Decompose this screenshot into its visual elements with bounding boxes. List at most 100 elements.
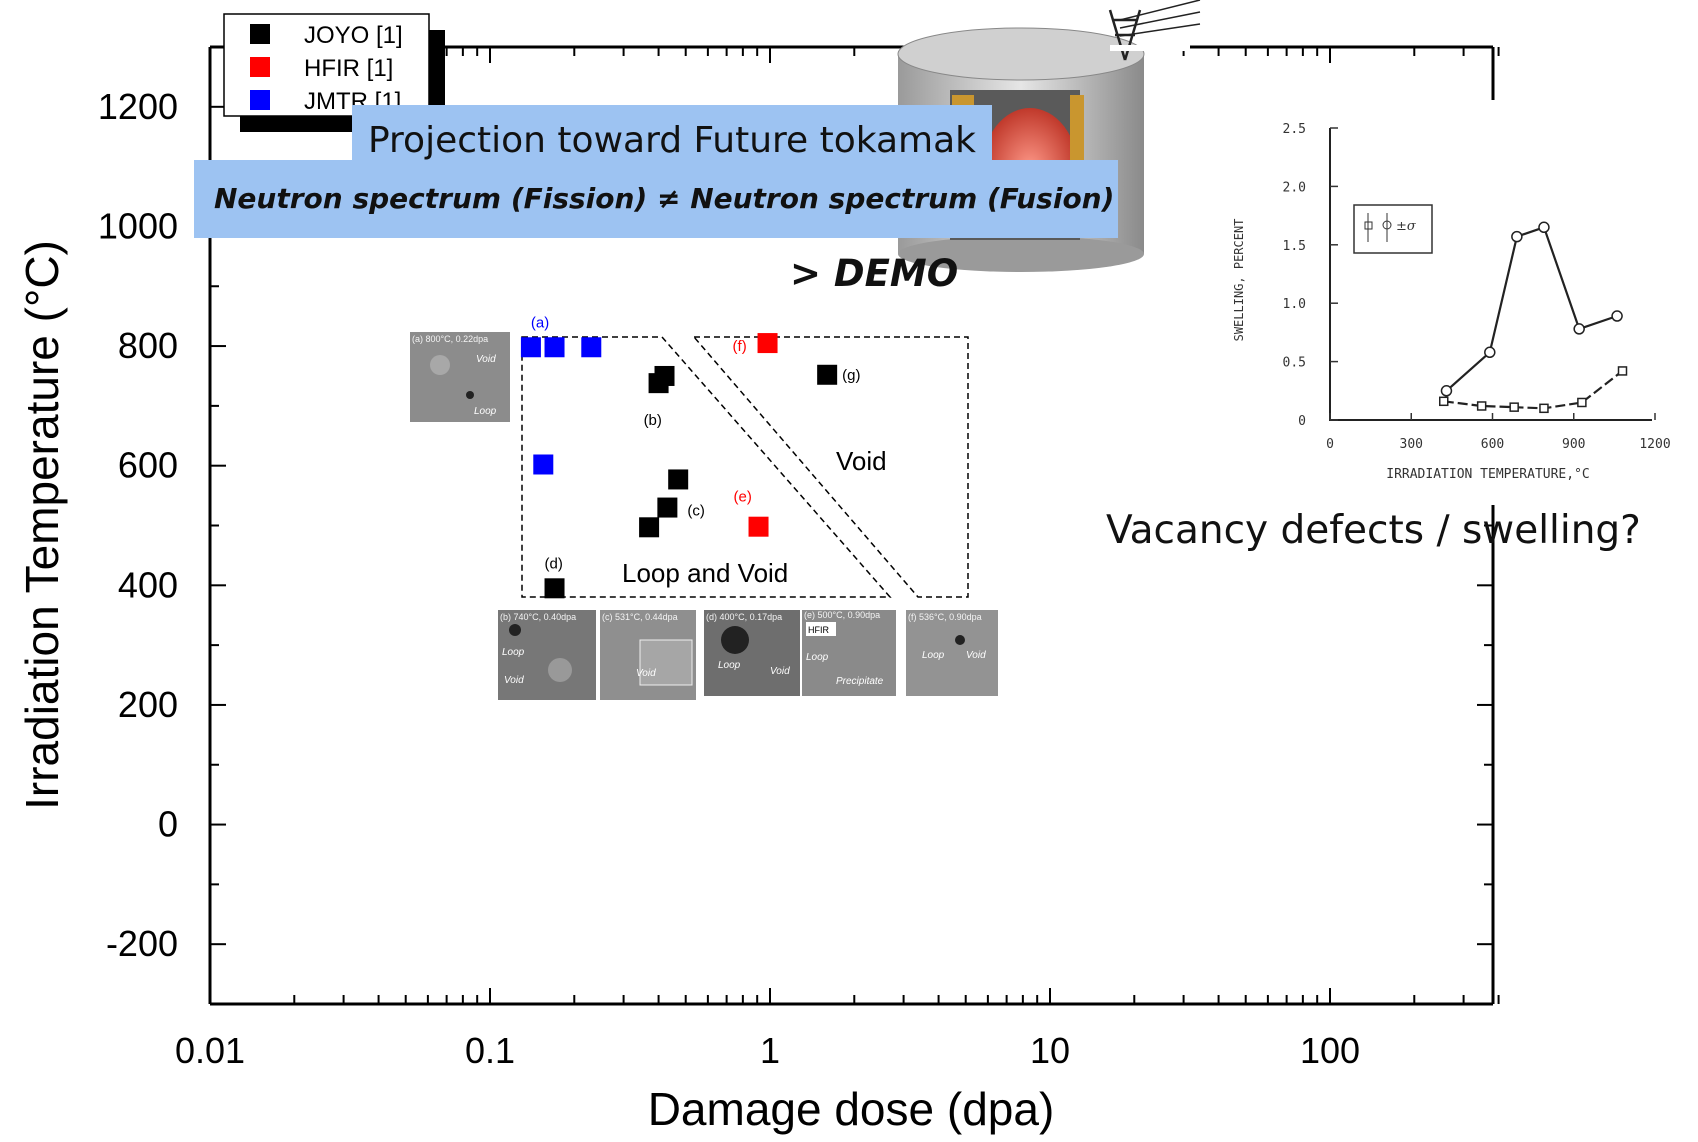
point-label: (b) [644, 412, 662, 429]
micrograph-c-caption: (c) 531°C, 0.44dpa [602, 612, 678, 622]
data-point [544, 578, 565, 599]
inset-y-label: SWELLING, PERCENT [1232, 219, 1246, 342]
data-point [654, 365, 675, 386]
x-tick-label: 10 [1030, 1030, 1070, 1071]
region-label-loop-and-void: Loop and Void [622, 558, 788, 588]
point-label: (c) [687, 503, 705, 520]
data-point [533, 454, 554, 475]
micrograph-e: HFIR (e) 500°C, 0.90dpa Loop Precipitate [802, 610, 896, 696]
data-point [657, 497, 678, 518]
micrograph-d-label-void: Void [770, 666, 790, 677]
inset-x-tick-label: 0 [1326, 437, 1334, 452]
data-point [520, 337, 541, 358]
micrograph-d-label-loop: Loop [718, 660, 741, 671]
inset-point-square [1577, 397, 1587, 408]
inset-y-tick-label: 1.0 [1283, 297, 1306, 312]
inset-series-line [1443, 370, 1624, 410]
inset-series-line [1445, 226, 1618, 392]
micrograph-e-caption: (e) 500°C, 0.90dpa [804, 610, 880, 620]
inset-x-tick-label: 600 [1481, 437, 1504, 452]
point-label: (f) [733, 338, 747, 355]
micrograph-a-label-void: Void [476, 354, 496, 365]
y-tick-label: 400 [118, 564, 178, 605]
legend-label: HFIR [1] [304, 55, 393, 82]
legend-label: JOYO [1] [304, 22, 403, 49]
micrograph-b: (b) 740°C, 0.40dpa Loop Void [498, 610, 596, 700]
data-points [520, 333, 838, 599]
inset-point-square [1439, 396, 1449, 407]
data-point [748, 516, 769, 537]
inset-y-tick-label: 2.5 [1283, 122, 1306, 137]
neutron-spectrum-banner: Neutron spectrum (Fission) ≠ Neutron spe… [194, 160, 1118, 238]
region-loop-and-void [521, 336, 892, 598]
data-point [639, 517, 660, 538]
inset-x-tick-label: 900 [1562, 437, 1585, 452]
y-tick-label: 600 [118, 445, 178, 486]
micrograph-b-caption: (b) 740°C, 0.40dpa [500, 612, 576, 622]
point-label: (g) [842, 367, 860, 384]
y-tick-label: 800 [118, 325, 178, 366]
point-label: (d) [545, 555, 563, 572]
inset-y-tick-label: 1.5 [1283, 239, 1306, 254]
dashed-regions [521, 336, 969, 598]
micrograph-a-label-loop: Loop [474, 406, 497, 417]
inset-y-tick-label: 0 [1298, 414, 1306, 429]
axis-tick-labels: 0.01 0.1 1 10 100 -200 0 200 400 600 800 1000 1200 [98, 86, 1360, 1071]
vacancy-question: Vacancy defects / swelling? [1106, 508, 1641, 553]
y-tick-label: 1200 [98, 86, 178, 127]
micrograph-f-label-void: Void [966, 650, 986, 661]
inset-point-circle [1440, 385, 1453, 397]
inset-x-label: IRRADIATION TEMPERATURE,°C [1386, 467, 1590, 482]
x-tick-label: 0.1 [465, 1030, 515, 1071]
inset-legend: ±σ [1353, 204, 1433, 254]
micrograph-e-label-hfir: HFIR [808, 625, 829, 635]
data-point [544, 337, 565, 358]
micrograph-d-caption: (d) 400°C, 0.17dpa [706, 612, 782, 622]
inset-legend-text: ±σ [1396, 219, 1417, 234]
micrograph-a-caption: (a) 800°C, 0.22dpa [412, 334, 488, 344]
demo-label: > DEMO [790, 252, 959, 295]
legend-marker [250, 90, 270, 110]
point-labels: (a) (b) (c) (d) (e) (f) (g) [531, 314, 861, 572]
legend-marker [250, 24, 270, 44]
inset-y-tick-label: 2.0 [1283, 180, 1306, 195]
y-tick-label: 1000 [98, 205, 178, 246]
x-tick-label: 1 [760, 1030, 780, 1071]
y-tick-label: 200 [118, 684, 178, 725]
y-axis-label: Irradiation Temperature (°C) [16, 240, 68, 810]
x-tick-label: 100 [1300, 1030, 1360, 1071]
point-label: (e) [734, 489, 752, 506]
micrograph-b-label-void: Void [504, 675, 524, 686]
data-point [668, 469, 689, 490]
inset-point-square [1539, 403, 1549, 414]
legend-marker [250, 57, 270, 77]
x-axis-label: Damage dose (dpa) [648, 1083, 1055, 1135]
micrograph-e-label-precipitate: Precipitate [836, 676, 884, 687]
data-point [817, 364, 838, 385]
micrograph-c: (c) 531°C, 0.44dpa Void [600, 610, 696, 700]
point-label: (a) [531, 314, 549, 331]
inset-chart: 0 0.5 1.0 1.5 2.0 2.5 0 300 600 900 1200 IRRADIATI… [1232, 100, 1688, 505]
inset-x-tick-label: 300 [1400, 437, 1423, 452]
inset-point-circle [1611, 310, 1623, 322]
inset-point-square [1476, 401, 1487, 411]
region-label-void: Void [836, 446, 887, 476]
region-void [692, 336, 969, 598]
y-tick-label: -200 [106, 923, 178, 964]
micrograph-f-label-loop: Loop [922, 650, 945, 661]
micrograph-b-label-loop: Loop [502, 647, 525, 658]
legend: JOYO [1]HFIR [1]JMTR [1] [223, 13, 445, 132]
inset-point-circle [1484, 346, 1496, 359]
inset-point-circle [1573, 323, 1585, 335]
micrograph-d: (d) 400°C, 0.17dpa Loop Void [704, 610, 800, 696]
micrograph-f-caption: (f) 536°C, 0.90dpa [908, 612, 982, 622]
inset-point-square [1617, 366, 1628, 376]
data-point [581, 337, 602, 358]
x-tick-label: 0.01 [175, 1030, 245, 1071]
inset-point-circle [1538, 221, 1550, 234]
micrograph-e-label-loop: Loop [806, 652, 829, 663]
micrograph-a: (a) 800°C, 0.22dpa Void Loop [410, 332, 510, 422]
micrograph-c-label-void: Void [636, 668, 656, 679]
inset-point-circle [1511, 230, 1523, 243]
